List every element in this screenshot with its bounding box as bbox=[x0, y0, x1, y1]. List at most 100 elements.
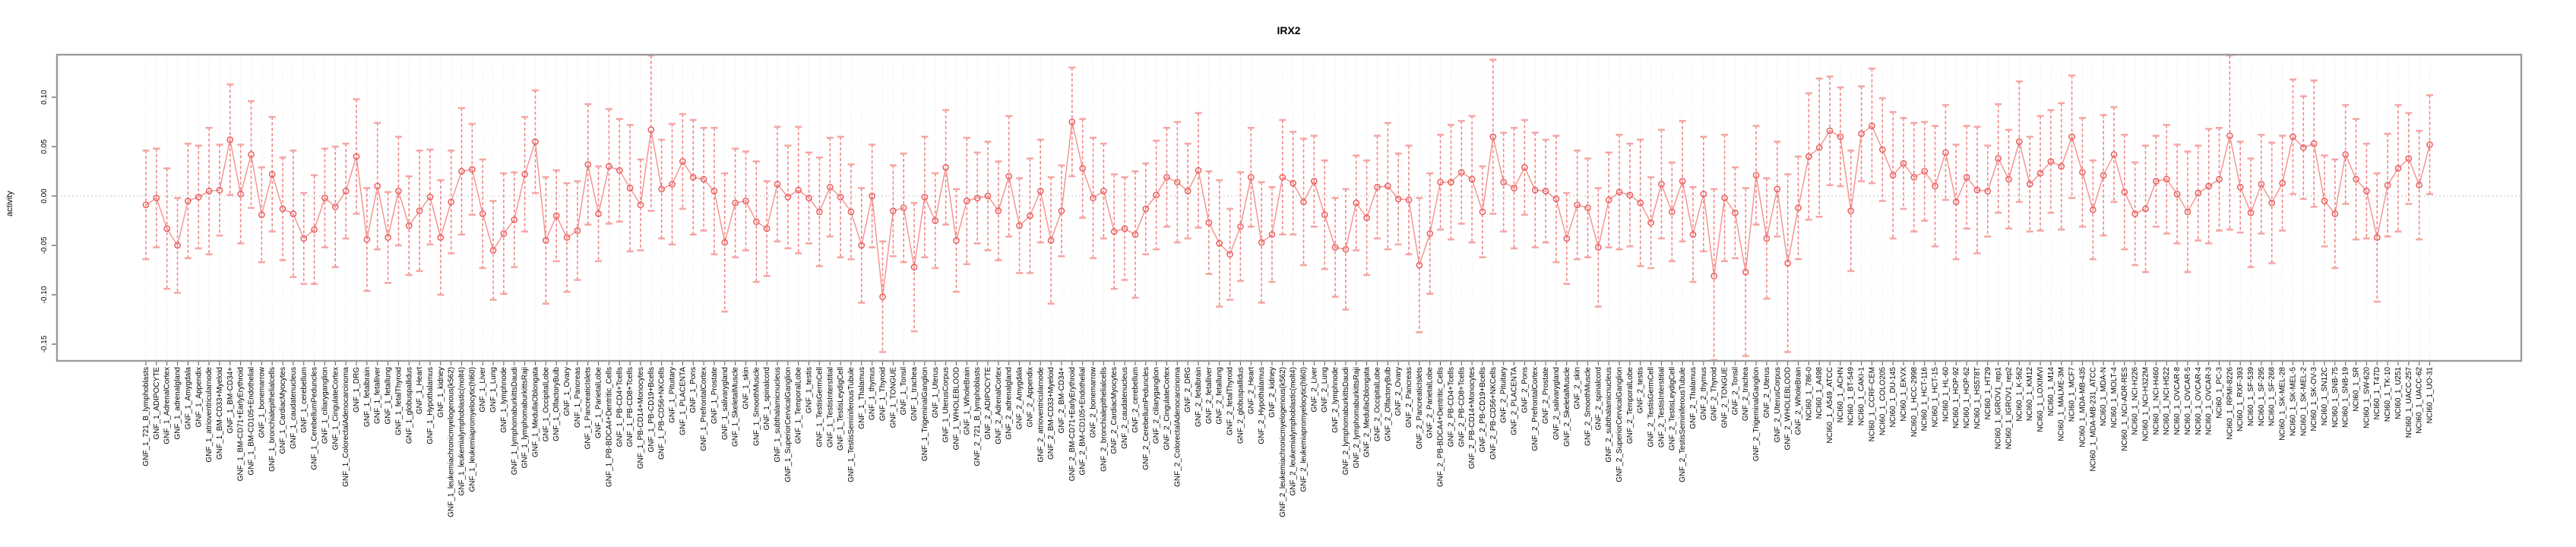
x-tick-label: GNF_2_ADIPOCYTE bbox=[984, 367, 992, 440]
data-point-marker bbox=[1815, 144, 1823, 151]
data-point-marker bbox=[1921, 168, 1929, 175]
series-line bbox=[145, 122, 2431, 297]
x-tick-label: GNF_2_Heart bbox=[1247, 367, 1255, 414]
x-tick-label: GNF_1_salivarygland bbox=[721, 367, 729, 440]
data-point-marker bbox=[1542, 188, 1549, 194]
x-tick-label: GNF_2_Thalamus bbox=[1689, 367, 1698, 429]
x-tick-label: GNF_2_fetalThyroid bbox=[1226, 367, 1235, 435]
data-point-marker bbox=[1605, 196, 1612, 204]
x-tick-label: GNF_1_leukemiapromyelocytic(hl60) bbox=[468, 367, 476, 492]
data-point-marker bbox=[2290, 133, 2296, 141]
x-tick-label: NCI60_1_786-0 bbox=[1805, 367, 1813, 421]
data-point-marker bbox=[2394, 165, 2402, 172]
data-point-marker bbox=[2153, 178, 2160, 185]
data-point-marker bbox=[226, 136, 234, 144]
x-tick-label: GNF_2_trachea bbox=[1742, 367, 1750, 422]
data-point-marker bbox=[2110, 151, 2118, 158]
x-tick-label: NCI60_1_MDA-N bbox=[2100, 367, 2108, 426]
data-point-marker bbox=[2068, 133, 2075, 141]
data-point-marker bbox=[153, 194, 160, 201]
data-point-marker bbox=[2258, 181, 2265, 188]
data-point-marker bbox=[1563, 235, 1571, 242]
chart-title: IRX2 bbox=[1277, 24, 1300, 36]
data-point-marker bbox=[595, 210, 602, 217]
x-tick-label: NCI60_1_SW-620 bbox=[2362, 367, 2371, 428]
data-point-marker bbox=[1384, 182, 1391, 190]
x-tick-label: NCI60_1_KM12 bbox=[2026, 367, 2034, 422]
data-point-marker bbox=[1457, 169, 1465, 176]
x-tick-label: GNF_1_fetallung bbox=[385, 367, 393, 425]
data-point-marker bbox=[658, 185, 666, 193]
data-point-marker bbox=[216, 186, 223, 194]
data-point-marker bbox=[2015, 138, 2023, 145]
data-point-marker bbox=[1416, 261, 1423, 269]
x-tick-label: GNF_2_PB-CD4+Tcells bbox=[1447, 367, 1455, 447]
x-tick-label: GNF_1_OccipitalLobe bbox=[542, 367, 550, 442]
x-tick-label: NCI60_1_MDA-MB-231_ATCC bbox=[2089, 367, 2097, 472]
x-tick-label: GNF_1_ColorectalAdenocarcinoma bbox=[342, 367, 350, 487]
x-tick-label: NCI60_1_IGROV1_rep1 bbox=[1995, 367, 2003, 450]
x-tick-label: GNF_1_TestisLeydigCell bbox=[837, 367, 845, 451]
data-point-marker bbox=[1647, 219, 1654, 226]
data-point-marker bbox=[385, 234, 391, 241]
x-tick-label: GNF_2_CerebellumPeduncles bbox=[1142, 367, 1150, 470]
x-tick-label: GNF_1_caudatenucleus bbox=[290, 367, 298, 449]
x-tick-label: GNF_1_Liver bbox=[479, 366, 487, 412]
x-tick-label: GNF_1_ciliaryganglion bbox=[321, 367, 329, 444]
x-tick-label: GNF_2_PrefrontalCortex bbox=[1531, 367, 1540, 451]
data-point-marker bbox=[2205, 182, 2212, 190]
data-point-marker bbox=[1805, 153, 1812, 160]
x-tick-label: NCI60_1_HCT-15 bbox=[1932, 367, 1940, 428]
x-tick-label: NCI60_1_UACC-257 bbox=[2405, 367, 2413, 438]
data-point-marker bbox=[279, 205, 286, 213]
x-tick-label: GNF_1_PB-BDCA4+Dentritic_Cells bbox=[605, 367, 613, 487]
x-tick-label: NCI60_1_LOXIMVI bbox=[2036, 367, 2045, 432]
x-tick-label: NCI60_1_HOP-92 bbox=[1952, 367, 1960, 429]
x-tick-label: GNF_1_PB-CD19+Bcells bbox=[647, 367, 656, 453]
x-tick-label: GNF_2_PB-CD19+Bcells bbox=[1479, 367, 1487, 453]
x-tick-label: GNF_2_subthalamicnucleus bbox=[1605, 367, 1613, 463]
x-tick-label: GNF_2_OlfactoryBulb bbox=[1384, 367, 1392, 441]
data-point-marker bbox=[363, 236, 371, 243]
data-point-marker bbox=[616, 166, 623, 174]
data-point-marker bbox=[774, 181, 781, 188]
x-tick-label: GNF_1_721_B_lymphoblasts bbox=[142, 367, 150, 466]
x-tick-label: GNF_1_TestisGermCell bbox=[815, 367, 824, 447]
data-point-marker bbox=[163, 225, 171, 232]
x-tick-label: GNF_1_PB-CD56+NKCells bbox=[658, 367, 666, 460]
x-tick-label: NCI60_1_K-562 bbox=[2015, 367, 2024, 422]
x-tick-label: NCI60_1_SR bbox=[2353, 367, 2361, 412]
x-tick-label: GNF_2_SmoothMuscle bbox=[1584, 367, 1592, 446]
data-point-marker bbox=[2416, 182, 2423, 189]
data-point-marker bbox=[2405, 155, 2413, 162]
data-point-marker bbox=[1721, 194, 1728, 201]
data-point-marker bbox=[2216, 175, 2223, 183]
x-tick-label: GNF_2_leukemiachronicmyelogenous(k562) bbox=[1279, 367, 1287, 517]
data-point-marker bbox=[1279, 173, 1286, 181]
data-point-marker bbox=[1205, 219, 1213, 226]
data-point-marker bbox=[1984, 188, 1992, 194]
data-point-marker bbox=[2005, 175, 2012, 183]
x-tick-label: GNF_2_Thyroid bbox=[1710, 367, 1719, 421]
x-tick-label: NCI60_1_MOLT-4 bbox=[2110, 367, 2119, 428]
x-tick-label: GNF_1_spinalcord bbox=[763, 367, 771, 430]
x-tick-label: GNF_2_fetalbrain bbox=[1195, 367, 1203, 427]
data-point-marker bbox=[816, 208, 823, 216]
x-tick-label: GNF_2_atrioventricularnode bbox=[1036, 367, 1045, 463]
x-tick-label: NCI60_1_CCRF-CEM bbox=[1868, 367, 1876, 441]
x-tick-label: GNF_2_CingulateCortex bbox=[1163, 367, 1171, 451]
x-tick-label: GNF_2_DRG bbox=[1184, 367, 1192, 413]
data-point-marker bbox=[321, 194, 328, 201]
y-tick-label: 0.05 bbox=[40, 139, 49, 154]
data-point-marker bbox=[710, 188, 718, 194]
data-point-marker bbox=[1858, 130, 1865, 138]
data-point-marker bbox=[1342, 245, 1350, 253]
x-tick-label: GNF_2_TestisInterstitial bbox=[1657, 367, 1666, 447]
data-point-marker bbox=[1952, 198, 1960, 206]
data-point-marker bbox=[2184, 208, 2191, 216]
x-tick-label: NCI60_1_RPMI-8226 bbox=[2226, 367, 2234, 440]
x-tick-label: GNF_2_leukemiapromyelocytic(hl60) bbox=[1300, 367, 1309, 492]
x-tick-label: GNF_2_PB-CD14+Monocytes bbox=[1468, 367, 1476, 469]
x-tick-label: GNF_2_MedullaOblongata bbox=[1363, 367, 1372, 457]
x-tick-label: GNF_2_ColorectalAdenocarcinoma bbox=[1173, 367, 1182, 487]
